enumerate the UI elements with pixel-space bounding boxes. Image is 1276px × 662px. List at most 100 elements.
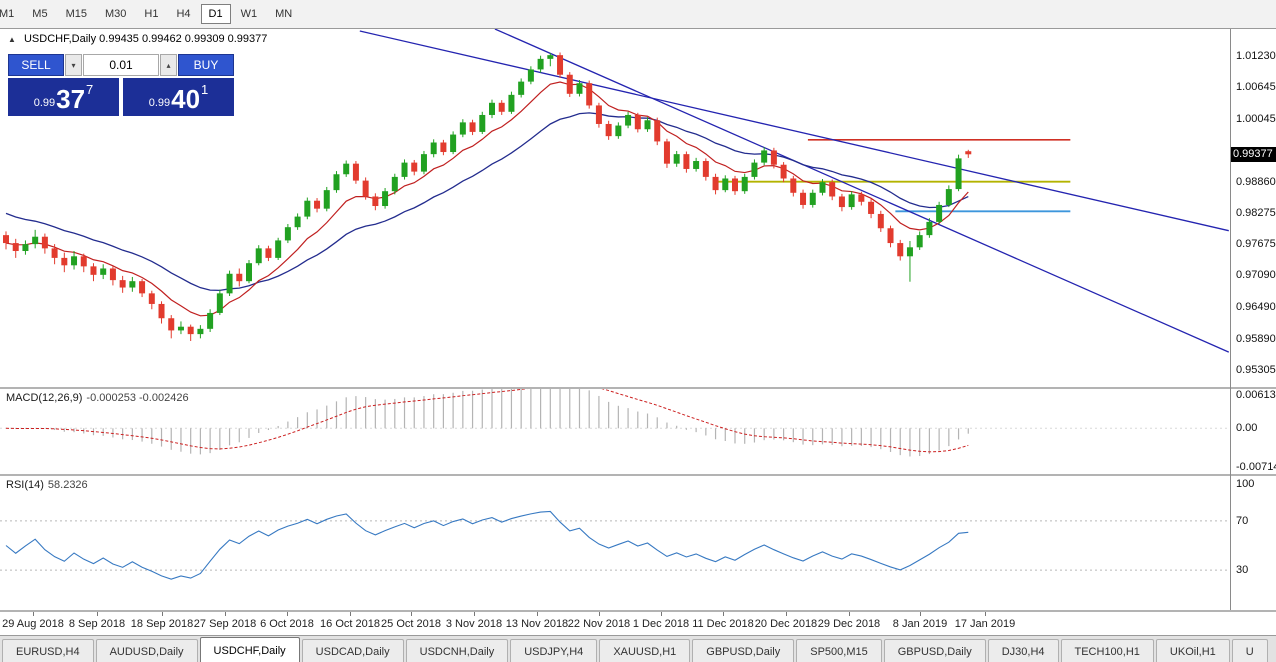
- date-tick: [162, 612, 163, 616]
- date-axis-label: 22 Nov 2018: [567, 618, 631, 630]
- candle-body: [372, 196, 379, 207]
- ma-slow-line: [5, 112, 969, 292]
- price-axis-label: 1.01230: [1236, 50, 1276, 63]
- candle-body: [304, 200, 311, 217]
- rsi-name: RSI(14): [6, 479, 44, 491]
- candle-body: [673, 154, 680, 164]
- sell-price-display[interactable]: 0.99 37 7: [8, 78, 119, 116]
- candle-body: [207, 312, 214, 329]
- chart-tab[interactable]: GBPUSD,Daily: [883, 639, 986, 662]
- candle-body: [284, 227, 291, 241]
- rsi-indicator-pane[interactable]: [0, 476, 1230, 610]
- rsi-axis-label: 100: [1236, 478, 1255, 490]
- chart-tab[interactable]: USDJPY,H4: [510, 639, 598, 662]
- chart-tab[interactable]: U: [1231, 639, 1268, 662]
- date-tick: [599, 612, 600, 616]
- rsi-canvas[interactable]: [0, 476, 1230, 610]
- candle-body: [722, 178, 729, 191]
- timeframe-mn-button[interactable]: MN: [267, 4, 300, 24]
- price-chart-pane[interactable]: [0, 29, 1230, 387]
- candle-body: [255, 248, 262, 264]
- date-axis-label: 11 Dec 2018: [692, 618, 754, 630]
- chart-tab[interactable]: USDCHF,Daily: [199, 637, 300, 662]
- date-axis-label: 1 Dec 2018: [632, 618, 690, 630]
- volume-decrease-button[interactable]: ▾: [65, 54, 82, 76]
- chart-tab[interactable]: DJ30,H4: [987, 639, 1059, 662]
- collapse-trade-panel-icon[interactable]: ▲: [8, 35, 16, 44]
- main-chart-canvas[interactable]: [0, 29, 1230, 387]
- candle-body: [479, 114, 486, 132]
- chart-tab[interactable]: AUDUSD,Daily: [95, 639, 198, 662]
- symbol-ohlc-text: USDCHF,Daily 0.99435 0.99462 0.99309 0.9…: [23, 33, 268, 45]
- macd-axis-label: 0.006137: [1236, 389, 1276, 401]
- pane-splitter[interactable]: [0, 387, 1276, 389]
- date-tick: [350, 612, 351, 616]
- macd-label: MACD(12,26,9) -0.000253 -0.002426: [6, 392, 189, 404]
- one-click-trade-panel: SELL ▾ 0.01 ▴ BUY 0.99 37 7 0.99 40 1: [8, 54, 234, 116]
- macd-indicator-pane[interactable]: [0, 389, 1230, 474]
- volume-input[interactable]: 0.01: [83, 54, 159, 76]
- candle-body: [848, 194, 855, 208]
- timeframe-h4-button[interactable]: H4: [168, 4, 198, 24]
- candle-body: [459, 122, 466, 135]
- timeframe-m1-button[interactable]: M1: [0, 4, 22, 24]
- chart-tab[interactable]: XAUUSD,H1: [599, 639, 691, 662]
- buy-price-display[interactable]: 0.99 40 1: [123, 78, 234, 116]
- pane-splitter[interactable]: [0, 474, 1276, 476]
- macd-name: MACD(12,26,9): [6, 392, 83, 404]
- candle-body: [518, 81, 525, 95]
- timeframe-d1-button[interactable]: D1: [200, 4, 231, 24]
- chart-tab[interactable]: USDCNH,Daily: [405, 639, 509, 662]
- timeframe-w1-button[interactable]: W1: [233, 4, 266, 24]
- timeframe-m15-button[interactable]: M15: [58, 4, 95, 24]
- volume-increase-button[interactable]: ▴: [160, 54, 177, 76]
- date-tick: [474, 612, 475, 616]
- downtrend-line-inner[interactable]: [494, 29, 1230, 353]
- candle-body: [965, 151, 972, 155]
- candle-body: [158, 303, 165, 319]
- downtrend-line-upper[interactable]: [359, 30, 1229, 232]
- candle-body: [411, 162, 418, 172]
- candle-body: [391, 176, 398, 192]
- chart-tab[interactable]: GBPUSD,Daily: [692, 639, 795, 662]
- price-axis-label: 0.96490: [1236, 301, 1276, 314]
- candle-body: [615, 125, 622, 137]
- candle-body: [780, 164, 787, 179]
- candle-body: [51, 248, 58, 258]
- sell-button[interactable]: SELL: [8, 54, 64, 76]
- date-axis[interactable]: 29 Aug 2018 8 Sep 2018 18 Sep 2018 27 Sep 2…: [0, 612, 1230, 635]
- candle-body: [109, 268, 116, 281]
- price-axis-label: 0.95890: [1236, 332, 1276, 345]
- timeframe-h1-button[interactable]: H1: [136, 4, 166, 24]
- chart-tab[interactable]: TECH100,H1: [1060, 639, 1154, 662]
- date-tick: [225, 612, 226, 616]
- buy-price-pip: 1: [201, 82, 209, 97]
- candle-body: [926, 221, 933, 236]
- candle-body: [586, 83, 593, 106]
- candle-body: [469, 122, 476, 132]
- buy-button[interactable]: BUY: [178, 54, 234, 76]
- candle-body: [265, 248, 272, 258]
- macd-canvas[interactable]: [0, 389, 1230, 474]
- date-axis-label: 27 Sep 2018: [193, 618, 257, 630]
- timeframe-toolbar: M1 M5 M15 M30 H1 H4 D1 W1 MN: [0, 0, 1276, 29]
- chart-tab[interactable]: USDCAD,Daily: [301, 639, 404, 662]
- chart-tab[interactable]: EURUSD,H4: [2, 639, 94, 662]
- candle-body: [897, 243, 904, 257]
- candle-body: [362, 180, 369, 197]
- timeframe-m5-button[interactable]: M5: [24, 4, 55, 24]
- date-axis-label: 18 Sep 2018: [130, 618, 194, 630]
- candle-body: [702, 161, 709, 177]
- chart-tab[interactable]: SP500,M15: [796, 639, 882, 662]
- date-tick: [97, 612, 98, 616]
- candle-body: [858, 194, 865, 202]
- chart-tab[interactable]: UKOil,H1: [1155, 639, 1230, 662]
- timeframe-m30-button[interactable]: M30: [97, 4, 134, 24]
- candle-body: [955, 158, 962, 190]
- candle-body: [634, 114, 641, 130]
- macd-values: -0.000253 -0.002426: [86, 392, 189, 404]
- candle-body: [566, 74, 573, 94]
- date-tick: [661, 612, 662, 616]
- pane-splitter[interactable]: [0, 610, 1276, 612]
- candle-body: [100, 268, 107, 275]
